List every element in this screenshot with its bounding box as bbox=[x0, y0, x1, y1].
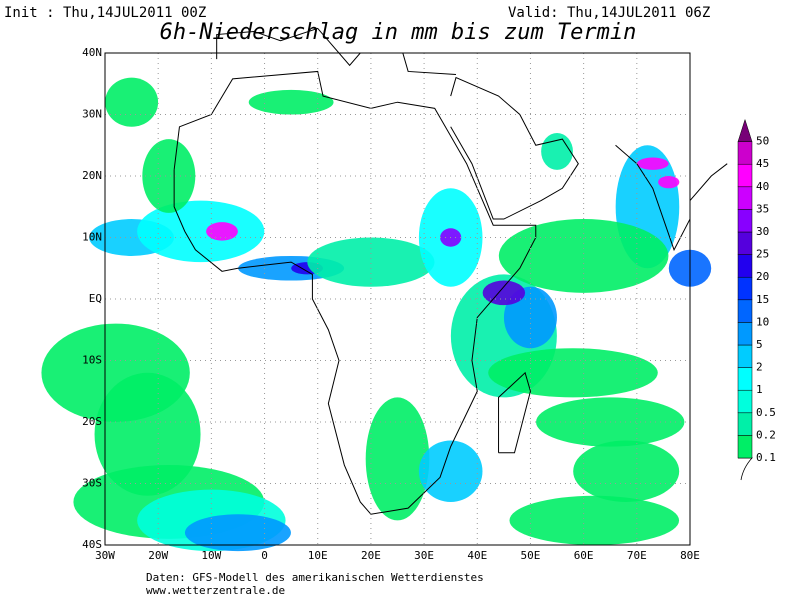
x-tick-label: 10E bbox=[308, 549, 328, 562]
colorbar-label: 10 bbox=[756, 315, 769, 328]
colorbar-label: 0.5 bbox=[756, 406, 776, 419]
x-tick-label: 10W bbox=[201, 549, 221, 562]
coastline bbox=[450, 76, 579, 220]
colorbar-segment bbox=[737, 367, 753, 391]
colorbar-segment bbox=[737, 254, 753, 278]
y-tick-label: 40S bbox=[82, 538, 102, 551]
precip-area bbox=[365, 397, 430, 521]
precip-area bbox=[137, 200, 265, 263]
precip-area bbox=[307, 237, 435, 287]
colorbar-segment bbox=[737, 412, 753, 436]
precip-area bbox=[142, 139, 196, 213]
colorbar-segment bbox=[737, 163, 753, 188]
precip-area bbox=[206, 222, 238, 241]
colorbar-label: 20 bbox=[756, 270, 769, 283]
y-tick-label: 20S bbox=[82, 415, 102, 428]
valid-time: Valid: Thu,14JUL2011 06Z bbox=[508, 5, 710, 21]
x-tick-label: 60E bbox=[574, 549, 594, 562]
precip-area bbox=[658, 176, 680, 189]
colorbar-tail bbox=[738, 457, 753, 481]
colorbar-segment bbox=[737, 209, 753, 233]
colorbar-label: 50 bbox=[756, 135, 769, 148]
colorbar-segment bbox=[737, 344, 753, 368]
map-title: 6h-Niederschlag in mm bis zum Termin bbox=[160, 20, 637, 45]
precip-area bbox=[482, 280, 526, 306]
precip-area bbox=[418, 440, 483, 502]
x-tick-label: 70E bbox=[627, 549, 647, 562]
colorbar-segment bbox=[737, 299, 753, 323]
colorbar-segment bbox=[737, 389, 753, 414]
precip-area bbox=[573, 440, 680, 502]
precip-area bbox=[248, 89, 334, 115]
coastline bbox=[216, 27, 457, 76]
x-tick-label: 30W bbox=[95, 549, 115, 562]
colorbar-label: 15 bbox=[756, 293, 769, 306]
colorbar-label: 5 bbox=[756, 338, 763, 351]
map-frame bbox=[104, 52, 691, 546]
coastline bbox=[615, 144, 728, 252]
precip-area bbox=[184, 514, 291, 552]
precipitation-layer bbox=[41, 77, 712, 552]
colorbar-segment bbox=[737, 186, 753, 210]
colorbar-label: 0.1 bbox=[756, 451, 776, 464]
precip-area bbox=[105, 77, 159, 127]
colorbar-segment bbox=[737, 141, 753, 165]
x-tick-label: 0 bbox=[261, 549, 268, 562]
precip-area bbox=[509, 495, 680, 545]
colorbar-label: 1 bbox=[756, 383, 763, 396]
colorbar-segment bbox=[737, 276, 753, 301]
colorbar-label: 25 bbox=[756, 248, 769, 261]
precip-area bbox=[488, 348, 658, 398]
colorbar-label: 30 bbox=[756, 225, 769, 238]
y-tick-label: 20N bbox=[82, 169, 102, 182]
footer-url: www.wetterzentrale.de bbox=[146, 584, 285, 597]
x-tick-label: 30E bbox=[414, 549, 434, 562]
precip-area bbox=[636, 157, 669, 170]
colorbar-label: 40 bbox=[756, 180, 769, 193]
precip-area bbox=[541, 132, 573, 170]
colorbar-label: 2 bbox=[756, 361, 763, 374]
y-tick-label: 40N bbox=[82, 46, 102, 59]
x-tick-label: 20E bbox=[361, 549, 381, 562]
colorbar-segment bbox=[737, 231, 753, 255]
colorbar-segment bbox=[737, 118, 753, 142]
colorbar-label: 45 bbox=[756, 157, 769, 170]
precip-area bbox=[94, 372, 201, 496]
x-tick-label: 80E bbox=[680, 549, 700, 562]
colorbar-label: 0.2 bbox=[756, 428, 776, 441]
colorbar-segment bbox=[737, 322, 753, 346]
init-time: Init : Thu,14JUL2011 00Z bbox=[4, 5, 206, 21]
x-tick-label: 20W bbox=[148, 549, 168, 562]
y-tick-label: 30S bbox=[82, 477, 102, 490]
x-tick-label: 50E bbox=[521, 549, 541, 562]
footer-source: Daten: GFS-Modell des amerikanischen Wet… bbox=[146, 571, 484, 584]
y-tick-label: 10S bbox=[82, 354, 102, 367]
colorbar-label: 35 bbox=[756, 202, 769, 215]
colorbar-segment bbox=[737, 435, 753, 459]
coastline bbox=[498, 371, 531, 454]
y-tick-label: EQ bbox=[89, 292, 102, 305]
precip-area bbox=[498, 219, 669, 293]
y-tick-label: 30N bbox=[82, 108, 102, 121]
x-tick-label: 40E bbox=[467, 549, 487, 562]
y-tick-label: 10N bbox=[82, 231, 102, 244]
